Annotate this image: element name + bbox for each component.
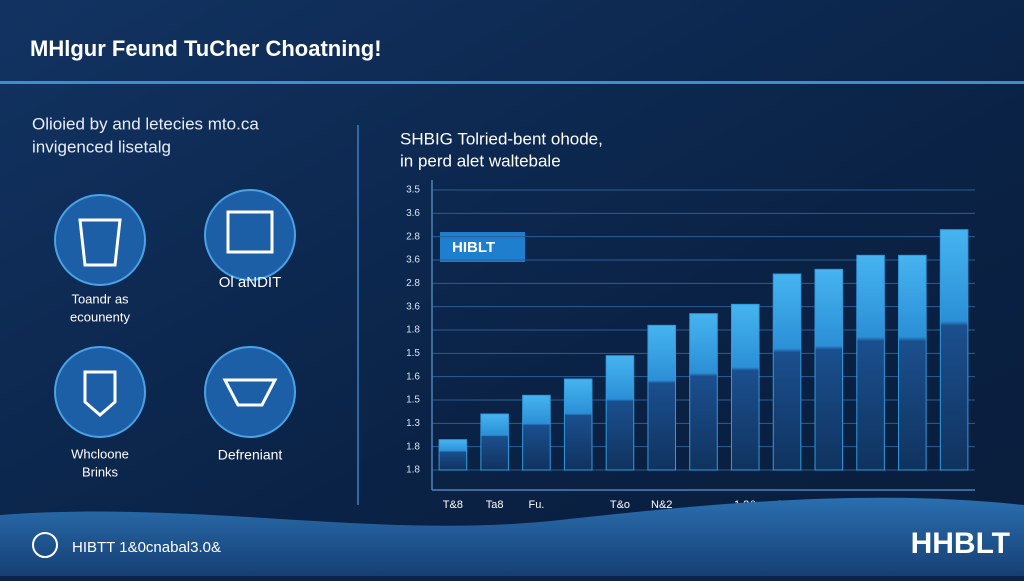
bar: [438, 439, 468, 471]
x-tick-label: N&2: [651, 499, 672, 511]
bar: [814, 268, 844, 471]
bar: [605, 355, 635, 471]
y-tick-label: 1.8: [406, 325, 420, 336]
bar: [939, 229, 969, 471]
bar: [772, 273, 802, 471]
x-tick-label: Ta8: [486, 499, 504, 511]
y-tick-label: 1.8: [406, 465, 420, 476]
y-tick-label: 1.3: [406, 418, 420, 429]
icon: [54, 194, 146, 286]
icon: [204, 346, 296, 438]
footer-right: HHBLT: [911, 527, 1010, 560]
x-tick-label: T&o: [610, 499, 630, 511]
bar: [522, 394, 551, 471]
footer-left: HIBTT 1&0cnabal3.0&: [72, 539, 221, 556]
feature-label: Whcloone: [71, 446, 129, 461]
icon: [54, 346, 146, 438]
y-tick-label: 3.6: [406, 208, 420, 219]
feature-label: Brinks: [82, 464, 119, 479]
y-tick-label: 1.5: [406, 395, 420, 406]
y-tick-label: 1.5: [406, 348, 420, 359]
plot: 1.8 1.8 1.3 1.5 1.6 1.5 1.8 3.6 2.8 3.6 2.8 3.6 3.5 T…: [406, 180, 975, 511]
bar: [647, 324, 677, 471]
y-tick-label: 3.5: [406, 185, 420, 196]
feature-label: Toandr as: [71, 291, 129, 306]
x-tick-label: T&8: [443, 499, 463, 511]
feature-label: Ol aNDIT: [219, 274, 282, 291]
feature-label: ecounenty: [70, 309, 130, 324]
bar: [730, 303, 760, 471]
bar: [480, 413, 509, 471]
y-tick-label: 3.6: [406, 301, 420, 312]
title: MHlgur Feund TuCher Choatning!: [30, 36, 382, 61]
bar: [898, 254, 927, 471]
intro-line: Olioied by and letecies mto.ca: [32, 114, 259, 133]
divider: [357, 125, 359, 505]
y-tick-label: 3.6: [406, 255, 420, 266]
y-tick-label: 1.6: [406, 371, 420, 382]
intro-line: invigenced lisetalg: [32, 137, 171, 156]
header-rule: [0, 81, 1024, 84]
y-tick-label: 1.8: [406, 441, 420, 452]
wave: [0, 497, 1024, 576]
icon: [204, 189, 296, 281]
y-tick-label: 2.8: [406, 231, 420, 242]
bar: [689, 313, 718, 471]
feature-label: Defreniant: [218, 447, 283, 463]
footer-icon: [32, 532, 58, 558]
chart-subtitle: in perd alet waltebale: [400, 151, 561, 170]
chart-title: SHBIG Tolried-bent ohode,: [400, 129, 603, 148]
legend-label: HIBLT: [452, 239, 495, 256]
bar: [563, 378, 593, 471]
y-tick-label: 2.8: [406, 278, 420, 289]
x-tick-label: Fu.: [528, 499, 544, 511]
bar: [856, 254, 885, 471]
